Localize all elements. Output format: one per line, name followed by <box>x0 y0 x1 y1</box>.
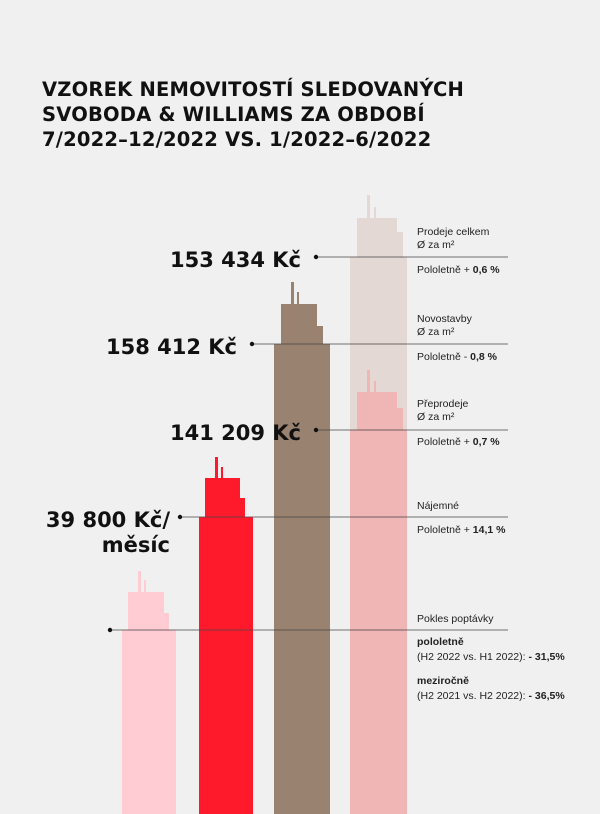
bar-new-builds-step <box>317 326 323 345</box>
value-label-rent-line-1: 39 800 Kč/ <box>46 508 170 532</box>
bar-resales-step <box>397 408 403 431</box>
title-line-3: 7/2022–12/2022 VS. 1/2022–6/2022 <box>42 128 432 151</box>
bar-rent <box>199 457 253 814</box>
annotation-demand-half-year-label: pololetně <box>417 636 464 648</box>
annotation-total-sales-change-value: 0,6 % <box>473 264 501 276</box>
annotation-demand-year-value: - 36,5% <box>528 690 565 702</box>
annotation-total-sales-name: Prodeje celkem <box>417 226 490 238</box>
leader-lines <box>110 256 508 631</box>
annotation-rent-change: Pololetně + 14,1 % <box>417 524 506 536</box>
bar-resales-spire-2 <box>374 381 376 393</box>
annotation-total-sales-change-prefix: Pololetně + <box>417 264 473 276</box>
annotation-new-builds-unit: Ø za m² <box>417 326 455 338</box>
bar-rent-body <box>199 517 253 814</box>
annotation-new-builds-change-value: 0,8 % <box>470 351 498 363</box>
annotation-new-builds-change-prefix: Pololetně - <box>417 351 470 363</box>
bar-rent-top <box>205 478 240 518</box>
dot-demand <box>107 627 113 633</box>
annotation-resales-unit: Ø za m² <box>417 411 455 423</box>
value-label-total-sales: 153 434 Kč <box>170 248 301 272</box>
dot-resales <box>313 427 319 433</box>
bar-demand-step <box>164 613 169 631</box>
bar-total-sales-spire-1 <box>367 195 370 219</box>
dot-total-sales <box>313 254 319 260</box>
annotation-resales-change: Pololetně + 0,7 % <box>417 436 500 448</box>
chart-title: VZOREK NEMOVITOSTÍ SLEDOVANÝCH SVOBODA &… <box>42 77 582 152</box>
bar-rent-step <box>240 498 245 518</box>
bar-total-sales-spire-2 <box>374 207 376 219</box>
bar-demand-spire-2 <box>144 580 146 593</box>
value-label-rent-line-2: měsíc <box>102 533 170 557</box>
annotation-total-sales-change: Pololetně + 0,6 % <box>417 264 500 276</box>
annotation-demand-half-year-detail: (H2 2022 vs. H1 2022): <box>417 651 528 663</box>
dot-new-builds <box>249 341 255 347</box>
bar-demand-spire-1 <box>138 571 141 593</box>
bar-demand-body <box>122 630 176 814</box>
annotation-new-builds-name: Novostavby <box>417 313 473 325</box>
bar-demand <box>122 571 176 814</box>
title-line-1: VZOREK NEMOVITOSTÍ SLEDOVANÝCH <box>42 78 465 101</box>
annotation-demand-year: (H2 2021 vs. H2 2022): - 36,5% <box>417 690 565 702</box>
annotation-resales-change-prefix: Pololetně + <box>417 436 473 448</box>
bar-total-sales-step <box>397 232 403 258</box>
bar-new-builds-top <box>281 304 317 345</box>
annotation-rent-change-value: 14,1 % <box>473 524 506 536</box>
value-label-new-builds: 158 412 Kč <box>106 335 237 359</box>
bar-rent-spire-1 <box>215 457 218 479</box>
bar-resales-body <box>350 430 407 814</box>
annotation-resales-name: Přeprodeje <box>417 398 469 410</box>
annotation-demand-half-year-value: - 31,5% <box>528 651 565 663</box>
annotation-resales-change-value: 0,7 % <box>473 436 501 448</box>
annotation-demand-name: Pokles poptávky <box>417 613 494 625</box>
value-label-resales: 141 209 Kč <box>170 421 301 445</box>
annotation-rent-change-prefix: Pololetně + <box>417 524 473 536</box>
annotation-demand-half-year: (H2 2022 vs. H1 2022): - 31,5% <box>417 651 565 663</box>
annotation-rent-name: Nájemné <box>417 500 459 512</box>
dot-rent <box>177 514 183 520</box>
bar-new-builds-spire-1 <box>291 282 294 305</box>
annotation-new-builds-change: Pololetně - 0,8 % <box>417 351 498 363</box>
title-line-2: SVOBODA & WILLIAMS ZA OBDOBÍ <box>42 103 425 126</box>
bar-demand-top <box>128 592 164 631</box>
annotation-total-sales-unit: Ø za m² <box>417 239 455 251</box>
bar-new-builds-spire-2 <box>297 292 299 305</box>
annotation-demand-year-label: meziročně <box>417 675 469 687</box>
bar-resales-spire-1 <box>367 370 370 393</box>
bar-resales <box>350 370 407 814</box>
annotation-demand-year-detail: (H2 2021 vs. H2 2022): <box>417 690 528 702</box>
bar-new-builds <box>274 282 330 814</box>
building-bars <box>122 195 407 814</box>
bar-rent-spire-2 <box>221 467 223 479</box>
leader-dots <box>107 254 319 633</box>
bar-resales-top <box>357 392 397 431</box>
bar-total-sales-top <box>357 218 397 258</box>
bar-new-builds-body <box>274 344 330 814</box>
